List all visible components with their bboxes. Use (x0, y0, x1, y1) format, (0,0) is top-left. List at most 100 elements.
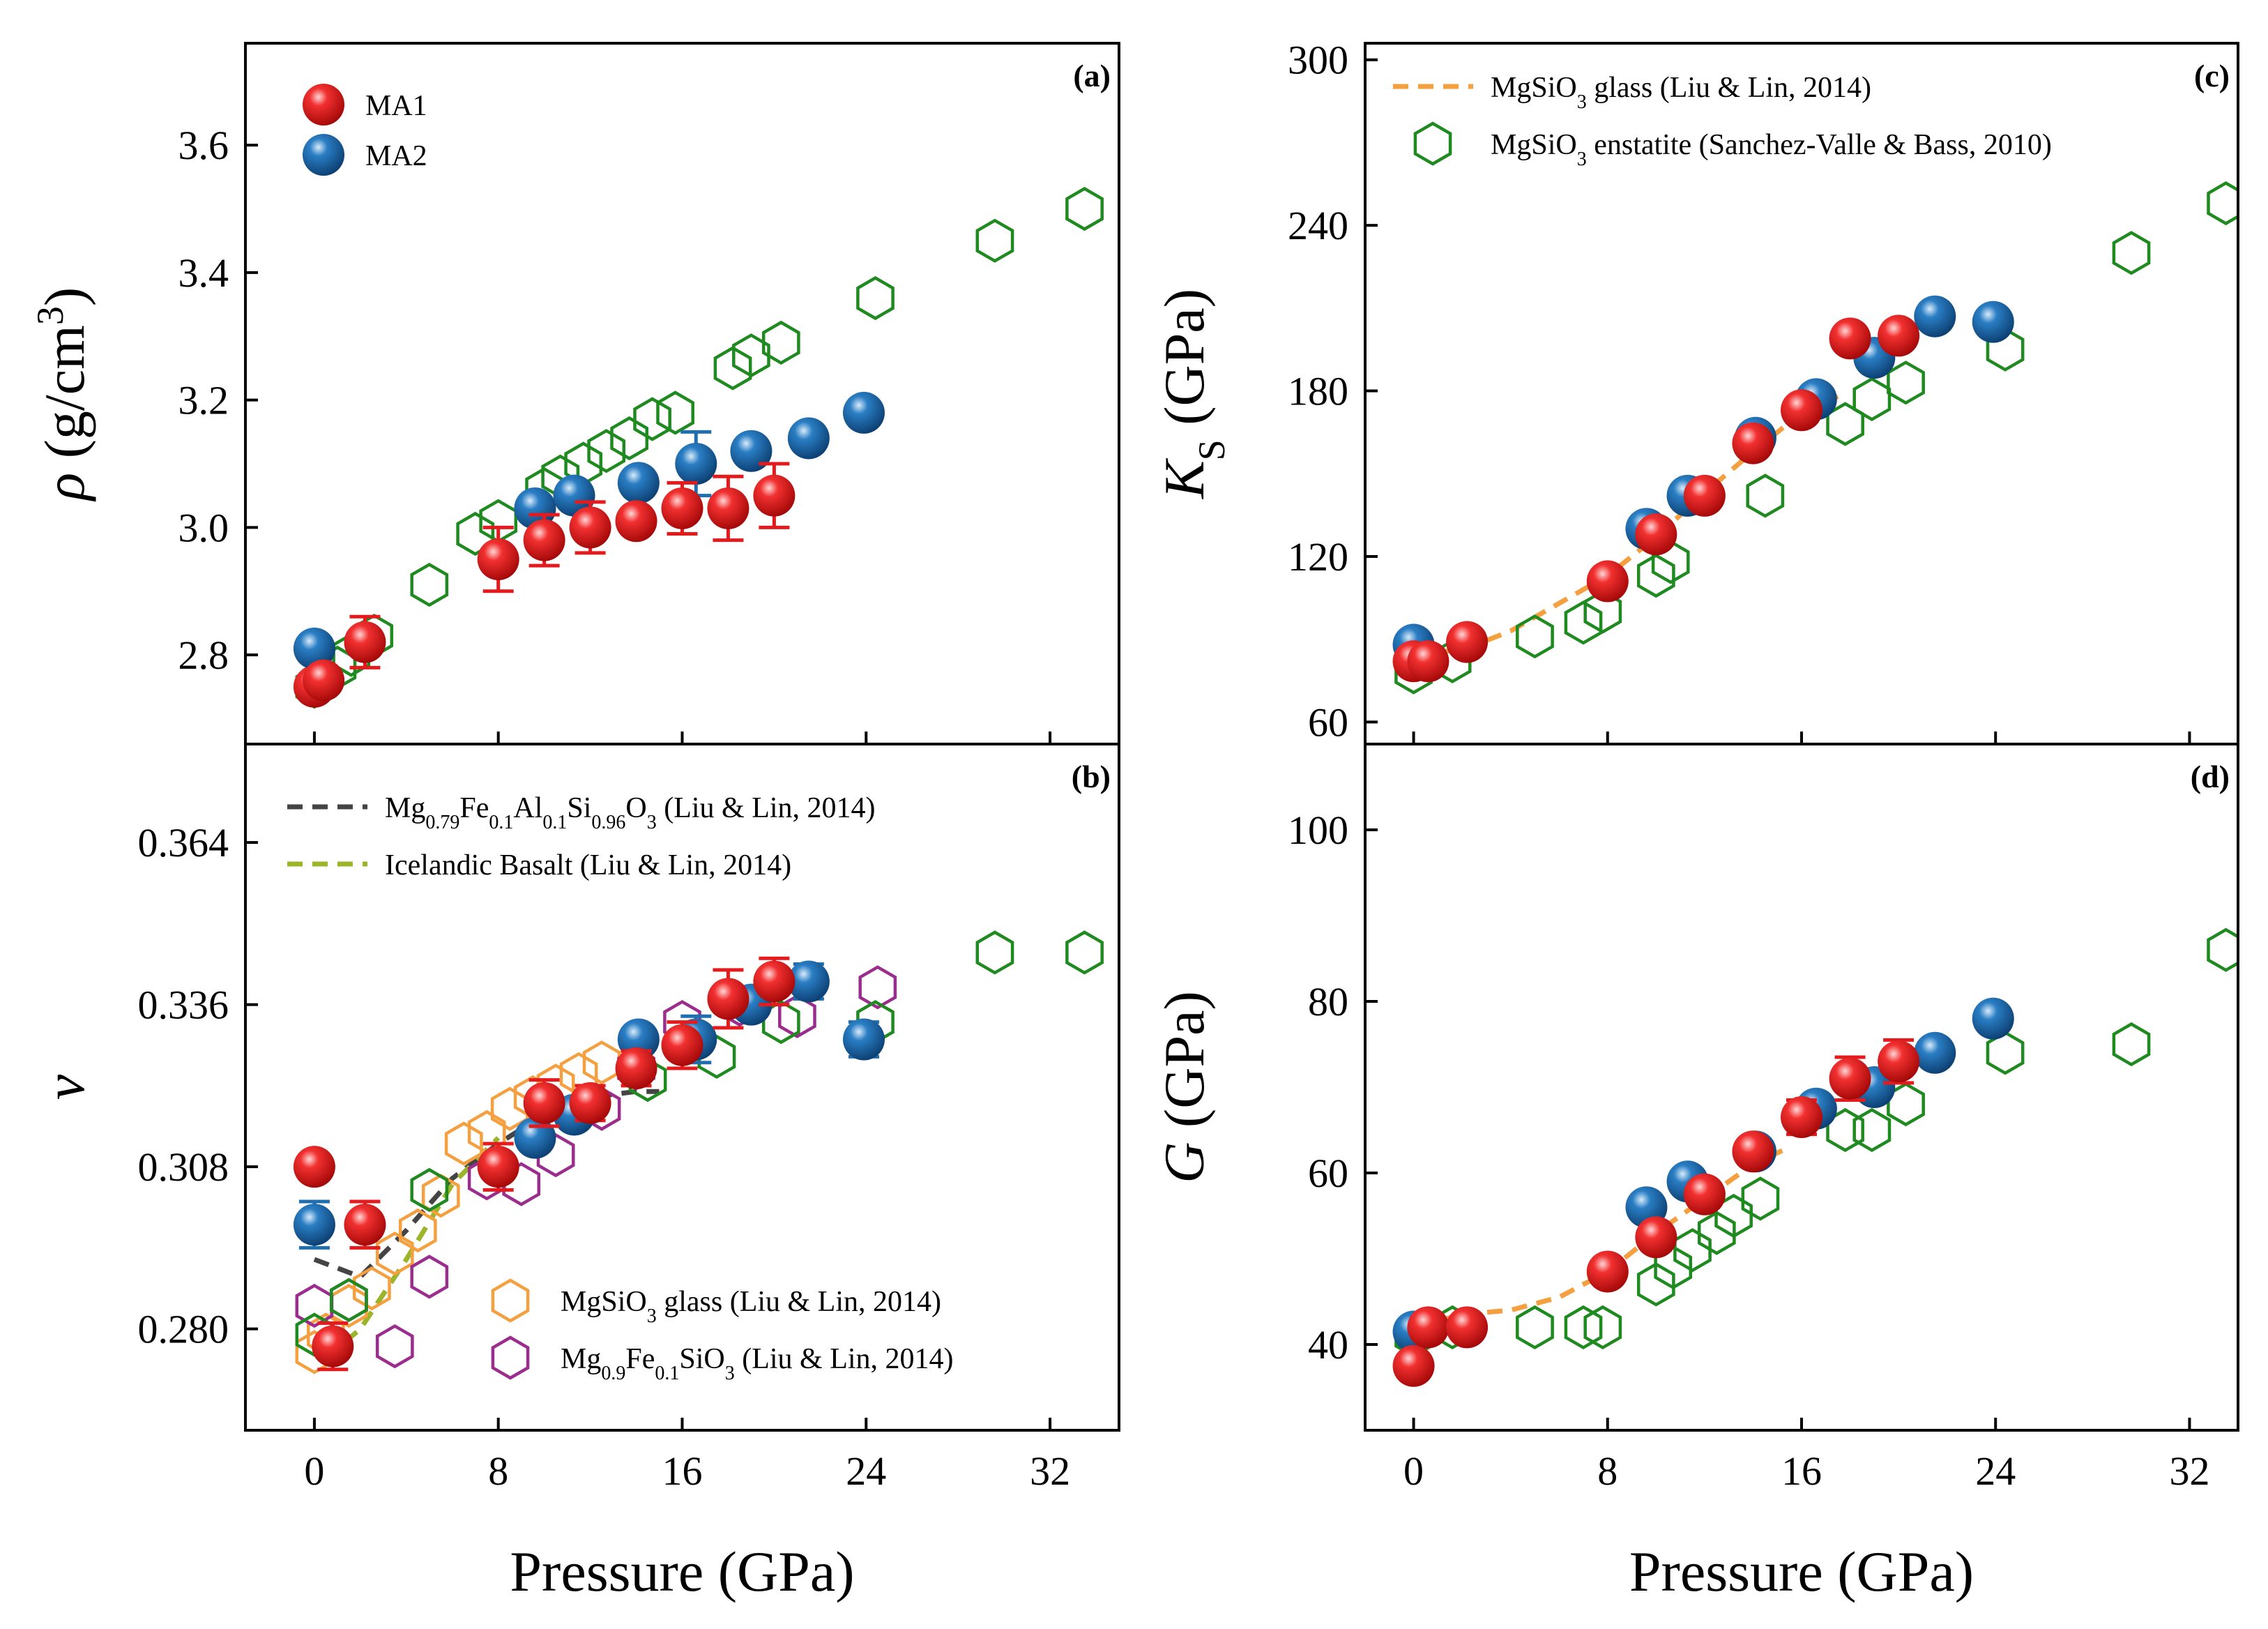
panel-a-plot-area (293, 186, 1104, 709)
legend-c: MgSiO3 glass (Liu & Lin, 2014) MgSiO3 ens… (1393, 72, 2052, 170)
y-tick-label: 60 (1308, 1151, 1348, 1196)
data-point (1635, 1216, 1677, 1259)
data-point (2207, 181, 2238, 226)
y-tick-label: 40 (1308, 1322, 1348, 1367)
data-point (1065, 930, 1104, 975)
data-point (1878, 1040, 1920, 1083)
data-point (344, 621, 386, 663)
panel-frame (1364, 743, 2239, 1432)
data-point (1829, 317, 1871, 360)
legend-label-part-2: Fe (625, 1343, 655, 1375)
y-tick-label: 0.364 (138, 820, 229, 865)
data-point (1683, 1173, 1726, 1215)
y-tick-label: 0.336 (138, 983, 229, 1028)
panel-tag: (a) (1073, 58, 1111, 93)
legend-label-part-1: 3 (647, 1305, 657, 1327)
data-point (617, 462, 660, 504)
data-point (1914, 295, 1956, 338)
data-point (707, 978, 749, 1020)
data-point (293, 1146, 335, 1188)
legend-label-part-0: MgSiO (1491, 72, 1577, 104)
y-axis-unit: (GPa) (1152, 289, 1216, 439)
data-point (730, 430, 773, 472)
series-ball-ma2 (293, 391, 885, 669)
legend-label-part-2: Fe (459, 792, 489, 824)
legend-label-part-6: Si (567, 792, 591, 824)
data-point (352, 1266, 391, 1311)
y-axis-close: ) (33, 287, 96, 306)
data-point (312, 1325, 354, 1367)
data-point (1446, 621, 1489, 663)
x-axis-title: Pressure (GPa) (510, 1540, 854, 1603)
y-axis-superscript: 3 (29, 306, 71, 325)
data-point (615, 1047, 657, 1090)
series-hex-enstatite (1394, 927, 2238, 1358)
y-axis-symbol: K (1152, 457, 1216, 499)
data-point (1635, 513, 1677, 556)
data-point (569, 1082, 611, 1124)
data-point (842, 1018, 885, 1061)
legend-label-part-2: glass (Liu & Lin, 2014) (657, 1286, 941, 1318)
legend-label-part-0: MgSiO (561, 1286, 647, 1318)
data-point (1446, 1306, 1489, 1349)
x-tick-label: 0 (304, 1448, 324, 1494)
y-axis-symbol: ρ (33, 473, 96, 502)
data-point (1392, 1344, 1435, 1387)
data-point (1986, 1031, 2025, 1075)
data-point (569, 506, 611, 549)
legend-label: MgSiO3 glass (Liu & Lin, 2014) (1491, 72, 1871, 113)
data-point (410, 1255, 449, 1299)
x-axis-title: Pressure (GPa) (1629, 1540, 1974, 1603)
data-point (1972, 997, 2014, 1040)
data-point (477, 538, 519, 581)
y-axis-symbol: G (1152, 1142, 1216, 1183)
data-point (661, 487, 703, 529)
data-point (344, 1204, 386, 1246)
y-axis-unit: (GPa) (1152, 991, 1216, 1142)
data-point (1583, 589, 1622, 634)
legend-label: Mg0.79Fe0.1Al0.1Si0.96O3 (Liu & Lin, 201… (385, 792, 876, 833)
legend-label-part-2: glass (Liu & Lin, 2014) (1587, 72, 1871, 104)
data-point (375, 1232, 414, 1276)
legend-label-part-6: (Liu & Lin, 2014) (735, 1343, 954, 1375)
data-point (444, 1121, 483, 1166)
data-point (1586, 1250, 1629, 1293)
data-point (293, 627, 335, 669)
legend-marker (1413, 121, 1452, 166)
x-tick-label: 32 (1030, 1448, 1070, 1494)
legend-label-part-5: 3 (725, 1363, 735, 1384)
data-point (787, 960, 830, 1003)
y-axis-unit: (g/cm (33, 325, 96, 473)
data-point (633, 397, 671, 441)
legend-label-part-3: 0.1 (655, 1363, 679, 1384)
panel-c-plot-area (1392, 181, 2238, 695)
data-point (1697, 1211, 1736, 1255)
y-tick-label: 100 (1288, 808, 1348, 853)
legend-label: MgSiO3 enstatite (Sanchez-Valle & Bass, … (1491, 129, 2052, 170)
panel-frame (244, 743, 1120, 1432)
legend-label-part-10: (Liu & Lin, 2014) (657, 792, 876, 824)
y-axis-symbol: ν (33, 1074, 96, 1100)
data-point (707, 487, 749, 529)
legend-b: Mg0.79Fe0.1Al0.1Si0.96O3 (Liu & Lin, 201… (287, 792, 954, 1384)
y-axis-subscript: S (1191, 439, 1233, 460)
y-tick-label: 180 (1288, 369, 1348, 414)
panel-b-plot-area (293, 930, 1104, 1374)
panel-b: 0.280 0.308 0.336 0.364 0 8 16 24 32 (b) ν Pressure… (33, 743, 1120, 1603)
legend-marker (303, 134, 344, 176)
series-line (1413, 394, 1839, 656)
legend-marker (303, 84, 344, 126)
y-axis-title: ρ (g/cm3) (29, 287, 96, 502)
data-point (713, 346, 752, 391)
data-point (975, 930, 1014, 975)
data-point (1407, 1306, 1449, 1349)
y-tick-label: 60 (1308, 699, 1348, 745)
legend-label-part-8: O (625, 792, 646, 824)
legend-label-part-5: 0.1 (542, 812, 567, 833)
legend-marker (491, 1278, 530, 1323)
series-ball-ma1 (293, 462, 796, 708)
y-axis-title: G (GPa) (1152, 991, 1216, 1183)
y-tick-label: 0.308 (138, 1144, 229, 1190)
data-point (375, 1324, 414, 1369)
